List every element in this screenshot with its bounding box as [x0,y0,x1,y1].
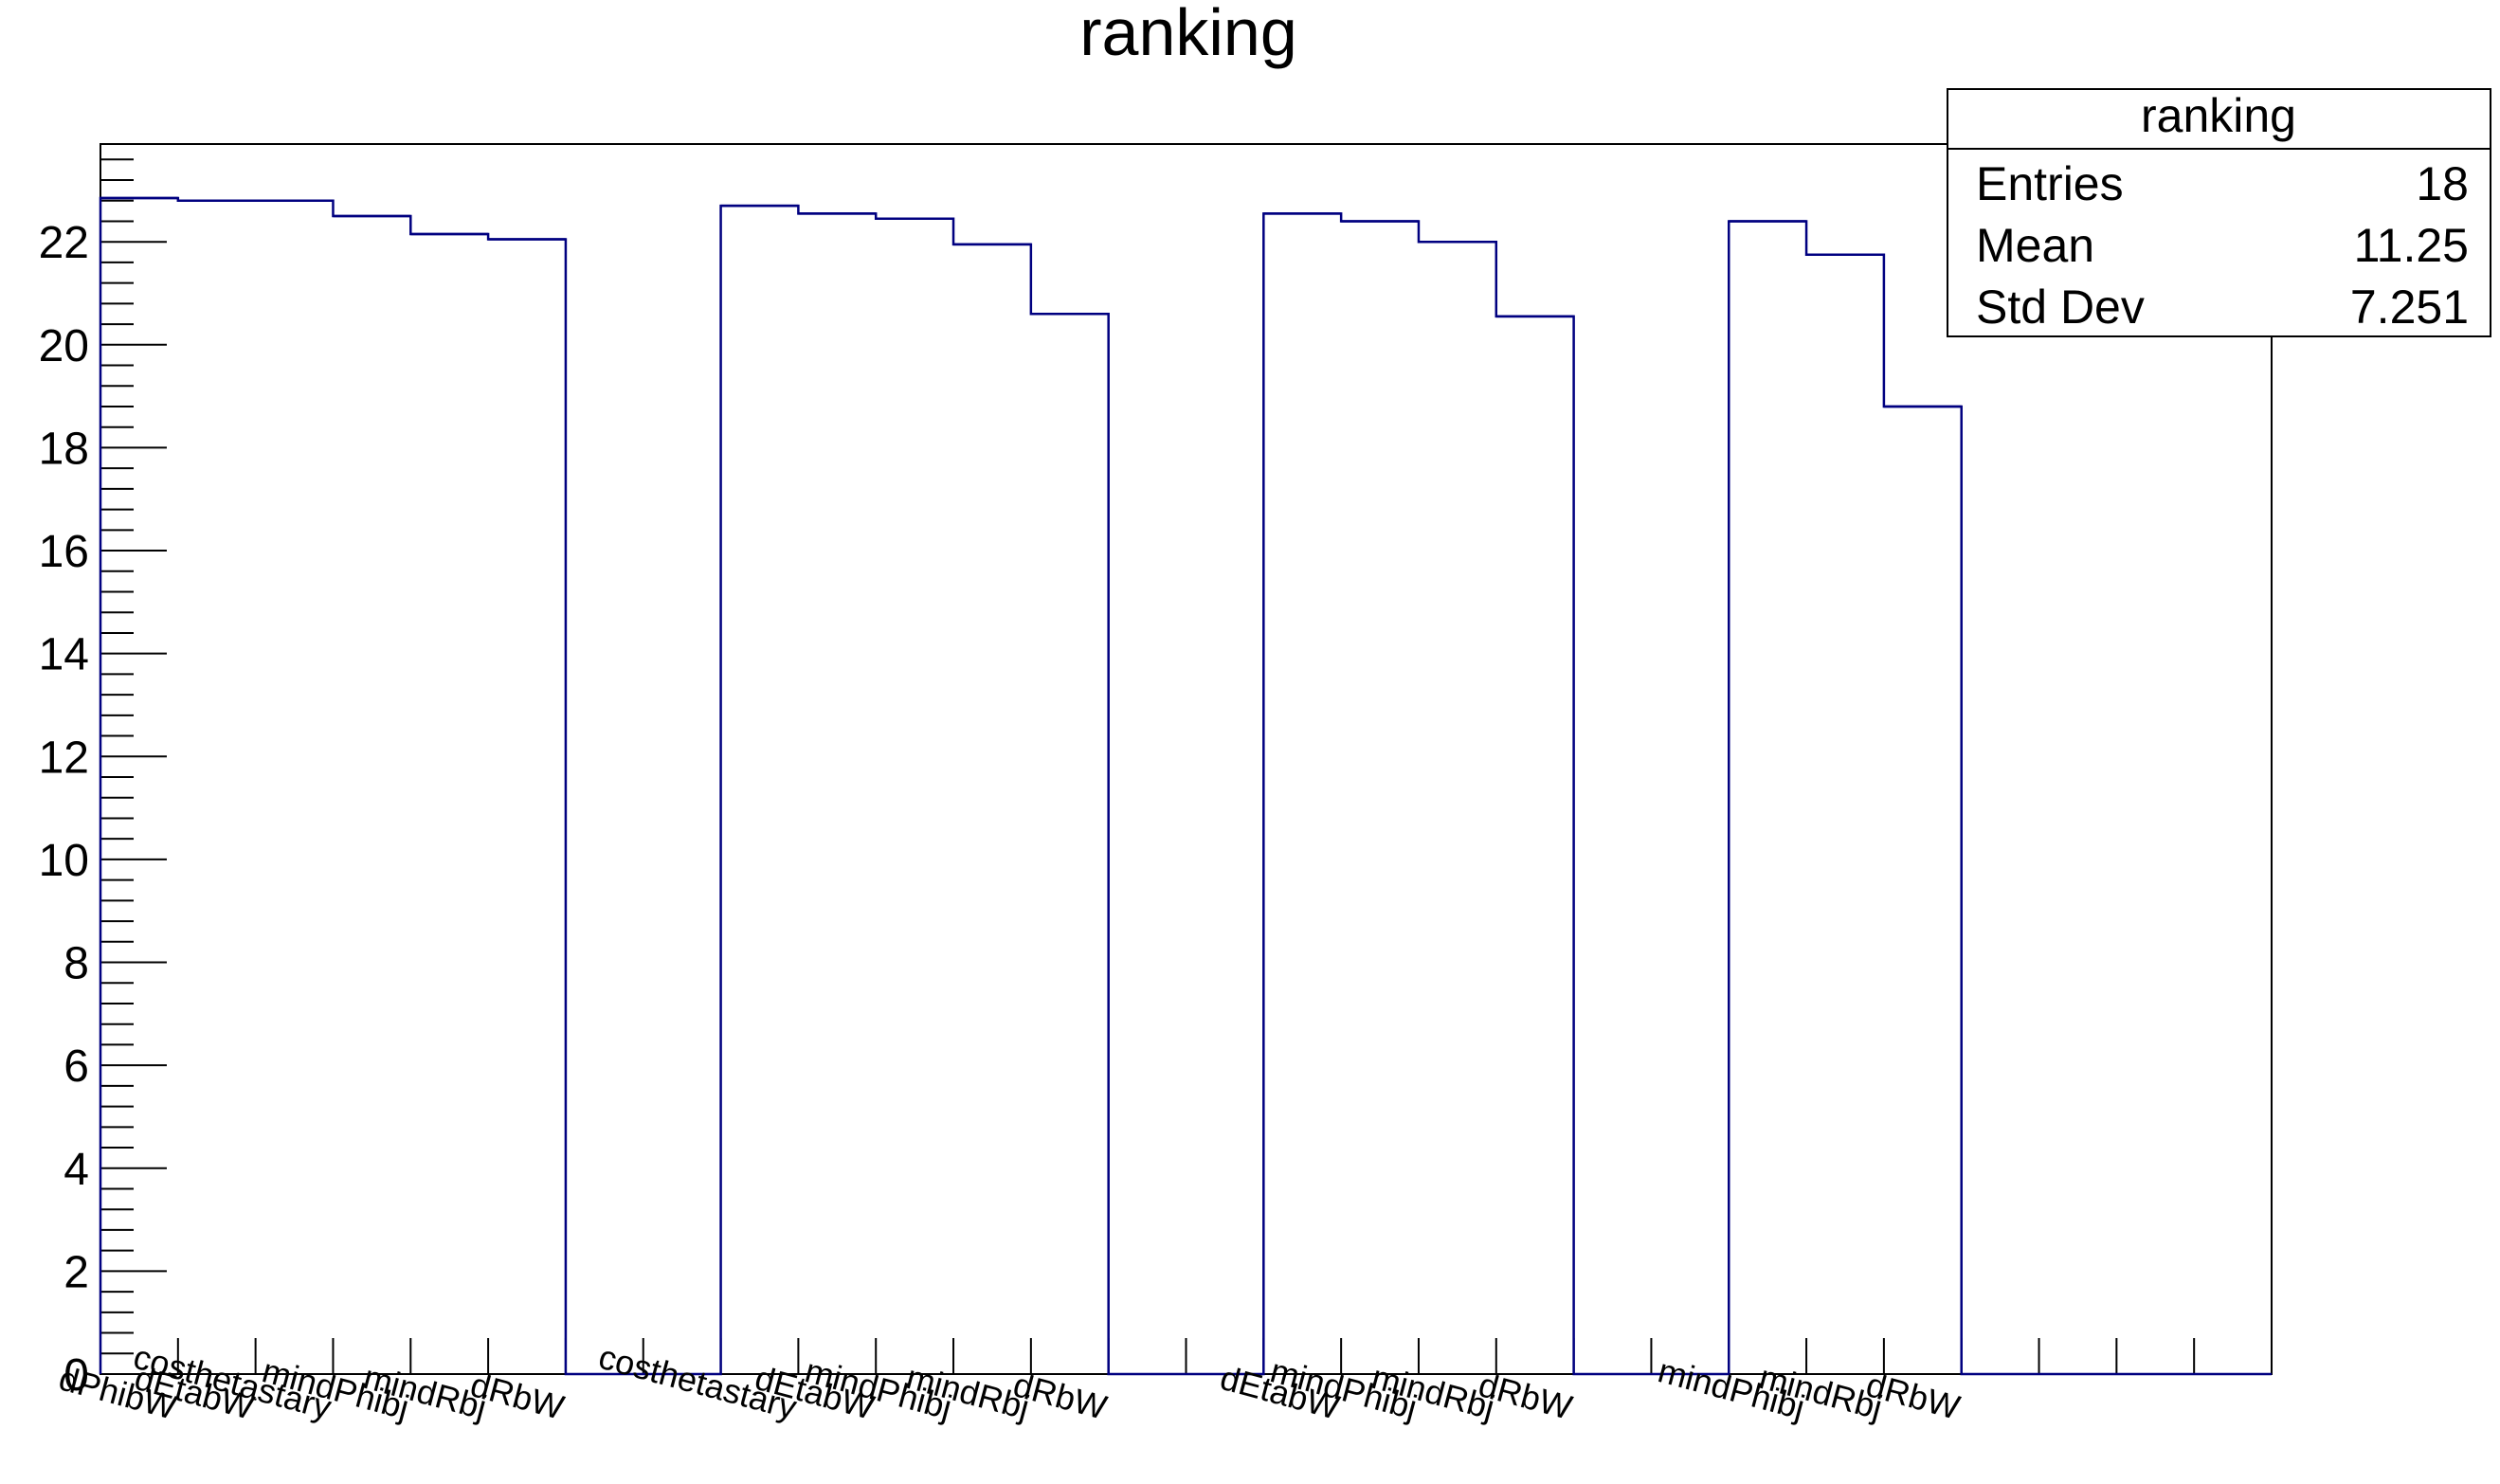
y-tick-label: 12 [39,733,89,783]
stats-box-title: ranking [2141,89,2296,142]
stats-entries-label: Entries [1976,157,2124,210]
y-tick-label: 18 [39,424,89,474]
stats-entries-value: 18 [2416,157,2469,210]
y-tick-label: 0 [63,1350,89,1401]
stats-stddev-value: 7.251 [2350,281,2469,334]
y-tick-label: 2 [63,1247,89,1297]
stats-mean-value: 11.25 [2354,219,2469,272]
y-tick-label: 22 [39,218,89,268]
stats-mean-label: Mean [1976,219,2094,272]
histogram-outline [99,196,2272,1376]
y-tick-label: 8 [63,939,89,989]
stats-box: ranking Entries 18 Mean 11.25 Std Dev 7.… [1947,88,2491,337]
y-tick-label: 10 [39,836,89,886]
y-tick-label: 20 [39,321,89,371]
stats-stddev-label: Std Dev [1976,281,2145,334]
plot-frame [100,143,2273,1375]
y-tick-label: 14 [39,630,89,680]
y-tick-label: 16 [39,527,89,577]
stats-box-frame [1947,88,2491,337]
y-tick-label: 6 [63,1041,89,1092]
chart-title: ranking [1079,0,1297,69]
y-tick-label: 4 [63,1145,89,1195]
